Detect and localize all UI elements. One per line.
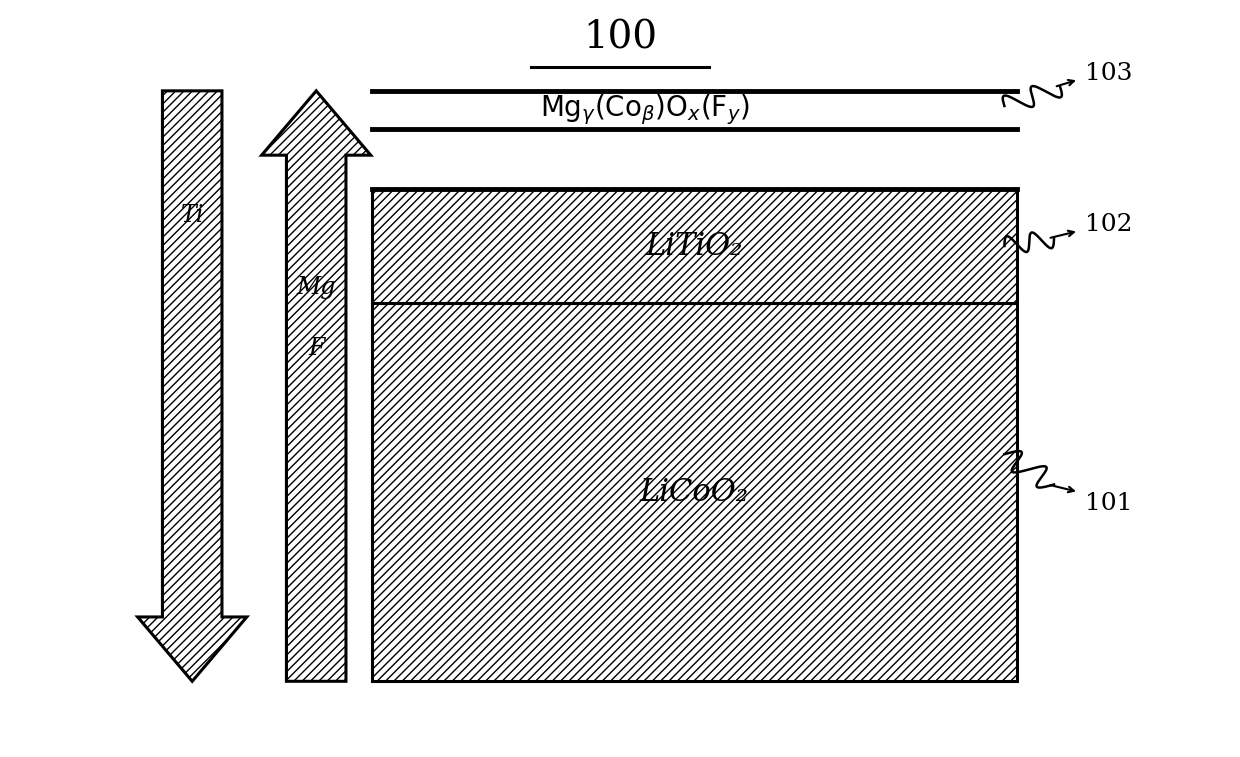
Text: 101: 101 [1085, 492, 1132, 515]
Text: $\mathregular{Mg}_{\gamma}(\mathregular{Co}_{\beta})\mathregular{O}_{x}(\mathreg: $\mathregular{Mg}_{\gamma}(\mathregular{… [539, 92, 750, 127]
Text: LiTiO₂: LiTiO₂ [646, 231, 743, 261]
Bar [372, 129, 1017, 189]
Text: LiCoO₂: LiCoO₂ [640, 477, 749, 507]
Polygon shape [262, 91, 371, 681]
Bar [372, 303, 1017, 681]
Bar [372, 189, 1017, 303]
Text: Mg: Mg [296, 276, 336, 299]
Text: 100: 100 [583, 20, 657, 56]
Polygon shape [138, 91, 247, 681]
Bar [372, 189, 1017, 303]
Text: Ti: Ti [181, 204, 203, 227]
Text: F: F [308, 337, 325, 360]
Text: 102: 102 [1085, 213, 1132, 236]
Text: 103: 103 [1085, 62, 1132, 85]
Bar [372, 303, 1017, 681]
